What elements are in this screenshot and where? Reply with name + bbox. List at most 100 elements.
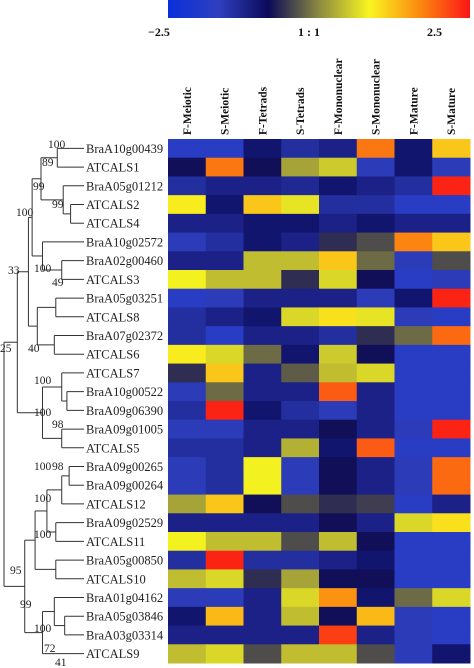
colorbar: −2.5 1 : 1 2.5: [148, 0, 470, 39]
row-label: ATCALS1: [86, 161, 139, 175]
heatmap-cell: [319, 288, 358, 308]
heatmap-cell: [205, 213, 244, 234]
heatmap-cell: [432, 270, 471, 290]
heatmap-cell: [394, 588, 433, 608]
heatmap-cell: [168, 288, 207, 308]
heatmap-cell: [394, 270, 433, 290]
heatmap-cell: [319, 569, 358, 589]
colorbar-min-label: −2.5: [148, 25, 170, 39]
heatmap-cell: [356, 494, 395, 514]
heatmap-cell: [243, 625, 282, 645]
bootstrap-value: 100: [34, 375, 52, 387]
heatmap-cell: [168, 195, 207, 215]
colorbar-mid-label: 1 : 1: [298, 25, 320, 39]
heatmap-cell: [168, 419, 207, 439]
bootstrap-value: 41: [55, 657, 67, 668]
heatmap-cell: [205, 139, 244, 159]
heatmap-cell: [356, 344, 395, 365]
heatmap-cell: [205, 270, 244, 290]
heatmap-cell: [319, 588, 358, 608]
heatmap-cell: [243, 457, 282, 477]
heatmap-cell: [394, 176, 433, 196]
bootstrap-value: 100: [16, 207, 34, 219]
heatmap-cell: [319, 438, 358, 458]
heatmap-cell: [394, 606, 433, 627]
heatmap-cell: [168, 438, 207, 458]
heatmap-cell: [281, 644, 320, 664]
heatmap-cell: [394, 157, 433, 177]
heatmap-cell: [432, 625, 471, 645]
heatmap-cell: [356, 644, 395, 664]
row-label: ATCALS6: [86, 348, 139, 362]
bootstrap-value: 99: [33, 181, 45, 193]
heatmap-cell: [394, 513, 433, 533]
heatmap-cell: [319, 139, 358, 159]
heatmap-cell: [281, 401, 320, 421]
heatmap-cell: [394, 288, 433, 308]
heatmap-cell: [319, 419, 358, 439]
bootstrap-value: 100: [34, 407, 52, 419]
heatmap-cell: [394, 232, 433, 252]
heatmap-cell: [281, 307, 320, 327]
heatmap-cell: [432, 475, 471, 496]
heatmap-cell: [356, 438, 395, 458]
heatmap-cell: [243, 176, 282, 196]
heatmap-cell: [168, 606, 207, 627]
heatmap-cell: [432, 644, 471, 664]
heatmap-cell: [168, 251, 207, 271]
heatmap-cell: [432, 288, 471, 308]
heatmap-cell: [168, 139, 207, 159]
heatmap-cell: [168, 382, 207, 402]
bootstrap-value: 33: [8, 265, 20, 277]
heatmap-cell: [205, 232, 244, 252]
bootstrap-value: 100: [34, 461, 52, 473]
heatmap-cell: [394, 139, 433, 159]
heatmap-cell: [394, 475, 433, 496]
row-label: BraA05g00850: [86, 554, 163, 568]
heatmap-cell: [168, 513, 207, 533]
heatmap-cell: [281, 475, 320, 496]
heatmap-cell: [205, 157, 244, 177]
heatmap-cell: [243, 288, 282, 308]
heatmap-cell: [243, 588, 282, 608]
heatmap-cell: [281, 232, 320, 252]
heatmap-cell: [168, 569, 207, 589]
heatmap-cell: [356, 270, 395, 290]
heatmap-cell: [319, 401, 358, 421]
heatmap-cell: [205, 475, 244, 496]
heatmap-cell: [243, 363, 282, 383]
heatmap-cell: [356, 307, 395, 327]
heatmap-cell: [243, 157, 282, 177]
heatmap-cell: [319, 326, 358, 346]
heatmap-cell: [319, 176, 358, 196]
heatmap-cell: [394, 569, 433, 589]
column-label-f-tetrads: F-Tetrads: [257, 86, 269, 135]
heatmap-cell: [281, 363, 320, 383]
heatmap-cell: [356, 457, 395, 477]
heatmap-cell: [168, 457, 207, 477]
heatmap-cell: [281, 288, 320, 308]
heatmap-cell: [243, 326, 282, 346]
heatmap-cell: [205, 326, 244, 346]
heatmap-cell: [356, 363, 395, 383]
heatmap-cell: [205, 251, 244, 271]
bootstrap-value: 89: [42, 157, 54, 169]
row-label: ATCALS11: [86, 535, 145, 549]
heatmap-cell: [432, 438, 471, 458]
heatmap-cell: [281, 569, 320, 589]
bootstrap-value: 98: [52, 419, 64, 431]
heatmap-cell: [319, 532, 358, 552]
row-label: BraA01g04162: [86, 591, 163, 605]
heatmap-cell: [243, 213, 282, 234]
heatmap-cell: [356, 401, 395, 421]
heatmap-cell: [432, 363, 471, 383]
heatmap-cell: [243, 195, 282, 215]
heatmap-cell: [205, 550, 244, 570]
heatmap-cell: [356, 251, 395, 271]
heatmap-cell: [168, 232, 207, 252]
row-label: BraA09g00264: [86, 479, 164, 493]
heatmap-cell: [394, 344, 433, 365]
bootstrap-value: 95: [10, 565, 22, 577]
